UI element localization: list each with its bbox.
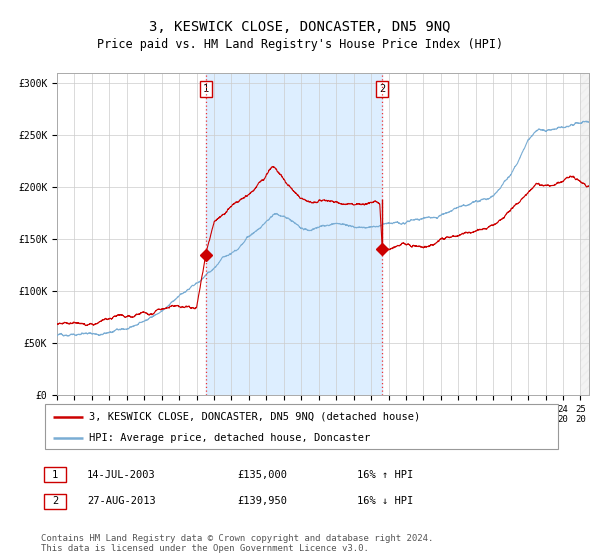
Bar (206, 73, 382, 395)
Text: Contains HM Land Registry data © Crown copyright and database right 2024.
This d: Contains HM Land Registry data © Crown c… (41, 534, 433, 553)
Text: 27-AUG-2013: 27-AUG-2013 (87, 496, 156, 506)
Text: 3, KESWICK CLOSE, DONCASTER, DN5 9NQ: 3, KESWICK CLOSE, DONCASTER, DN5 9NQ (149, 20, 451, 34)
FancyBboxPatch shape (44, 494, 66, 508)
Text: 1: 1 (52, 470, 58, 480)
Text: 3, KESWICK CLOSE, DONCASTER, DN5 9NQ (detached house): 3, KESWICK CLOSE, DONCASTER, DN5 9NQ (de… (89, 412, 420, 422)
Text: Price paid vs. HM Land Registry's House Price Index (HPI): Price paid vs. HM Land Registry's House … (97, 38, 503, 52)
Text: 16% ↑ HPI: 16% ↑ HPI (357, 470, 413, 480)
Text: £135,000: £135,000 (237, 470, 287, 480)
Text: 16% ↓ HPI: 16% ↓ HPI (357, 496, 413, 506)
Text: £139,950: £139,950 (237, 496, 287, 506)
Text: HPI: Average price, detached house, Doncaster: HPI: Average price, detached house, Donc… (89, 433, 370, 443)
Text: 14-JUL-2003: 14-JUL-2003 (87, 470, 156, 480)
Text: 2: 2 (379, 84, 386, 94)
Text: 1: 1 (203, 84, 209, 94)
FancyBboxPatch shape (45, 404, 558, 449)
Text: 2: 2 (52, 496, 58, 506)
Bar (580, 73, 589, 395)
FancyBboxPatch shape (44, 468, 66, 482)
